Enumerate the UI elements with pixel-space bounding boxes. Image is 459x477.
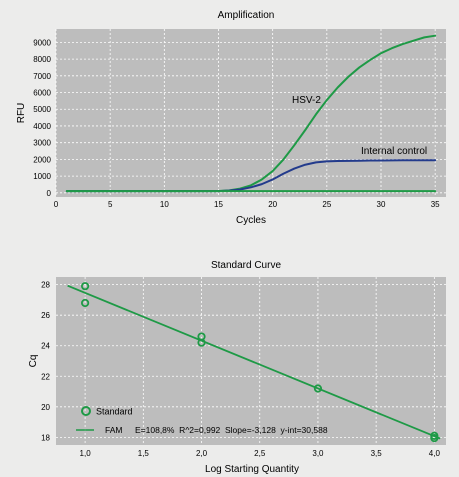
standard-curve-y-ticks: 18 20 22 24 26 28 bbox=[41, 281, 50, 443]
standard-point bbox=[313, 384, 323, 393]
legend-fit-stats: E=108,8% R^2=0,992 Slope=-3,128 y-int=30… bbox=[135, 425, 328, 435]
standard-curve-marks bbox=[67, 282, 441, 443]
y-tick-label: 24 bbox=[41, 342, 50, 351]
y-tick-label: 1000 bbox=[33, 172, 51, 181]
y-tick-label: 4000 bbox=[33, 122, 51, 131]
y-tick-label: 9000 bbox=[33, 38, 51, 47]
x-tick-label: 2,5 bbox=[254, 449, 266, 458]
y-tick-label: 18 bbox=[41, 433, 50, 442]
x-tick-label: 3,5 bbox=[371, 449, 383, 458]
x-tick-label: 1,0 bbox=[80, 449, 92, 458]
y-tick-label: 6000 bbox=[33, 89, 51, 98]
series-label-internal-control: Internal control bbox=[361, 146, 427, 157]
x-tick-label: 1,5 bbox=[138, 449, 150, 458]
fit-line bbox=[67, 284, 441, 440]
x-tick-label: 0 bbox=[54, 200, 59, 209]
standard-point bbox=[197, 338, 206, 347]
amplification-grid bbox=[55, 29, 446, 197]
series-label-hsv2: HSV-2 bbox=[292, 95, 321, 106]
x-tick-label: 35 bbox=[431, 200, 440, 209]
amplification-x-ticks: 0 5 10 15 20 25 30 35 bbox=[54, 200, 440, 209]
y-tick-label: 20 bbox=[41, 403, 50, 412]
x-tick-label: 4,0 bbox=[429, 449, 441, 458]
amplification-chart: Amplification 0 1000 2000 3000 4000 5000 6000 7… bbox=[16, 10, 446, 226]
standard-curve-chart: Standard Curve 18 20 22 24 26 28 1,0 1,5 2,0 2,5… bbox=[28, 260, 446, 475]
legend-standard-marker bbox=[81, 406, 91, 416]
amplification-y-ticks: 0 1000 2000 3000 4000 5000 6000 7000 8000 9000 bbox=[33, 38, 51, 197]
x-tick-label: 25 bbox=[322, 200, 331, 209]
standard-curve-legend: Standard FAM E=108,8% R^2=0,992 Slope=-3… bbox=[76, 406, 328, 435]
amplification-plot-area bbox=[56, 29, 446, 197]
x-tick-label: 3,0 bbox=[312, 449, 324, 458]
x-tick-label: 20 bbox=[268, 200, 277, 209]
y-tick-label: 3000 bbox=[33, 139, 51, 148]
standard-curve-x-ticks: 1,0 1,5 2,0 2,5 3,0 3,5 4,0 bbox=[80, 449, 441, 458]
x-tick-label: 2,0 bbox=[196, 449, 208, 458]
standard-curve-grid bbox=[56, 277, 446, 445]
y-tick-label: 8000 bbox=[33, 55, 51, 64]
standard-point bbox=[81, 298, 90, 308]
standard-curve-y-label: Cq bbox=[28, 355, 39, 368]
standard-curve-title: Standard Curve bbox=[211, 260, 281, 271]
x-tick-label: 5 bbox=[108, 200, 113, 209]
x-tick-label: 30 bbox=[377, 200, 386, 209]
amplification-y-label: RFU bbox=[16, 103, 27, 124]
standard-point bbox=[430, 434, 439, 443]
legend-standard-label: Standard bbox=[96, 407, 133, 417]
amplification-x-label: Cycles bbox=[236, 215, 266, 226]
y-tick-label: 22 bbox=[41, 372, 50, 381]
amplification-title: Amplification bbox=[218, 10, 275, 21]
y-tick-label: 5000 bbox=[33, 105, 51, 114]
y-tick-label: 7000 bbox=[33, 72, 51, 81]
x-tick-label: 15 bbox=[214, 200, 223, 209]
y-tick-label: 26 bbox=[41, 311, 50, 320]
standard-curve-x-label: Log Starting Quantity bbox=[205, 464, 299, 475]
standard-point bbox=[81, 282, 90, 291]
x-tick-label: 10 bbox=[160, 200, 169, 209]
y-tick-label: 28 bbox=[41, 281, 50, 290]
amplification-lines bbox=[65, 34, 437, 193]
y-tick-label: 0 bbox=[47, 189, 52, 198]
y-tick-label: 2000 bbox=[33, 155, 51, 164]
legend-fam-label: FAM bbox=[105, 425, 122, 435]
